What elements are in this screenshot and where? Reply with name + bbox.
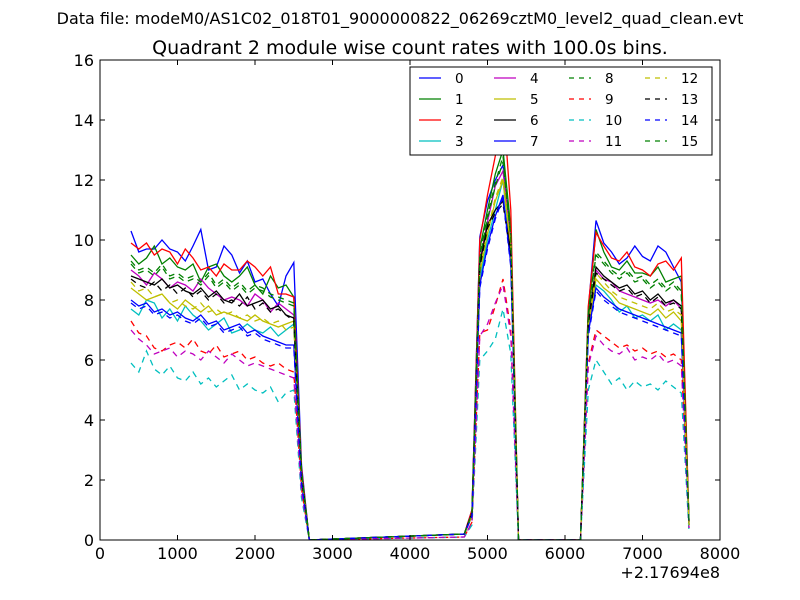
y-tick-label: 2 bbox=[84, 471, 94, 490]
series-line-14 bbox=[130, 197, 690, 540]
y-tick-label: 10 bbox=[74, 231, 94, 250]
series-line-15 bbox=[130, 161, 690, 540]
series-line-4 bbox=[130, 168, 690, 540]
x-tick-label: 5000 bbox=[467, 544, 508, 563]
legend-label-1: 1 bbox=[455, 92, 464, 108]
series-line-3 bbox=[130, 179, 690, 540]
legend-label-15: 15 bbox=[681, 134, 698, 150]
series-line-5 bbox=[130, 179, 690, 540]
y-tick-label: 14 bbox=[74, 111, 94, 130]
legend-label-13: 13 bbox=[681, 92, 698, 108]
x-tick-label: 0 bbox=[95, 544, 105, 563]
legend-label-0: 0 bbox=[455, 71, 464, 87]
series-line-7 bbox=[130, 194, 690, 540]
x-tick-label: 3000 bbox=[312, 544, 353, 563]
chart-suptitle: Data file: modeM0/AS1C02_018T01_90000008… bbox=[57, 9, 744, 29]
series-line-13 bbox=[130, 202, 690, 540]
x-tick-label: 1000 bbox=[157, 544, 198, 563]
y-tick-label: 6 bbox=[84, 351, 94, 370]
x-offset-label: +2.17694e8 bbox=[620, 563, 720, 582]
legend-label-2: 2 bbox=[455, 113, 464, 129]
series-line-11 bbox=[130, 282, 690, 540]
series-layer bbox=[130, 98, 690, 540]
legend-label-10: 10 bbox=[605, 113, 622, 129]
legend-label-5: 5 bbox=[530, 92, 539, 108]
legend-label-4: 4 bbox=[530, 71, 539, 87]
y-tick-label: 16 bbox=[74, 51, 94, 70]
x-tick-label: 4000 bbox=[390, 544, 431, 563]
x-tick-label: 8000 bbox=[700, 544, 741, 563]
ticks-layer: 0 1000 2000 3000 4000 5000 6000 7000 80000246810… bbox=[74, 51, 741, 563]
series-line-1 bbox=[130, 149, 690, 540]
legend-label-3: 3 bbox=[455, 134, 464, 150]
legend-label-11: 11 bbox=[605, 134, 622, 150]
y-tick-label: 0 bbox=[84, 531, 94, 550]
y-tick-label: 12 bbox=[74, 171, 94, 190]
legend-label-12: 12 bbox=[681, 71, 698, 87]
legend-label-8: 8 bbox=[605, 71, 614, 87]
y-tick-label: 4 bbox=[84, 411, 94, 430]
series-line-0 bbox=[130, 162, 690, 540]
y-tick-label: 8 bbox=[84, 291, 94, 310]
x-tick-label: 2000 bbox=[235, 544, 276, 563]
chart-title: Quadrant 2 module wise count rates with … bbox=[152, 37, 668, 59]
x-tick-label: 6000 bbox=[545, 544, 586, 563]
legend-label-6: 6 bbox=[530, 113, 539, 129]
series-line-6 bbox=[130, 199, 690, 540]
series-line-8 bbox=[130, 155, 690, 540]
series-line-2 bbox=[130, 98, 690, 540]
series-line-12 bbox=[130, 176, 690, 540]
legend-frame bbox=[409, 66, 713, 156]
plot-frame bbox=[99, 59, 721, 541]
legend-label-7: 7 bbox=[530, 134, 539, 150]
legend-label-9: 9 bbox=[605, 92, 614, 108]
series-line-10 bbox=[130, 308, 690, 540]
series-line-9 bbox=[130, 278, 690, 540]
legend-label-14: 14 bbox=[681, 113, 698, 129]
x-tick-label: 7000 bbox=[622, 544, 663, 563]
